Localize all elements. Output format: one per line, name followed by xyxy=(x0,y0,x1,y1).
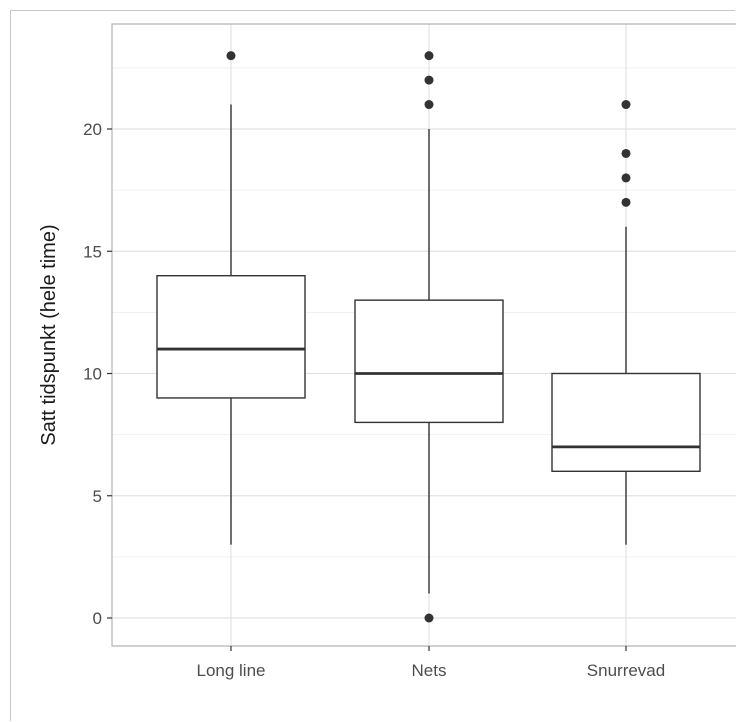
box-group xyxy=(354,51,504,623)
x-tick-label: Long line xyxy=(196,661,265,680)
outlier-point xyxy=(621,197,631,207)
x-axis: Long line Nets Snurrevad xyxy=(196,646,665,680)
y-tick-label: 15 xyxy=(83,242,102,261)
iqr-box xyxy=(156,275,306,399)
x-tick-label: Snurrevad xyxy=(587,661,665,680)
y-axis-title: Satt tidspunkt (hele time) xyxy=(38,224,60,445)
outlier-point xyxy=(621,148,631,158)
x-tick-label: Nets xyxy=(412,661,447,680)
outlier-point xyxy=(226,51,236,61)
outlier-point xyxy=(424,51,434,61)
outlier-point xyxy=(424,75,434,85)
panel-border xyxy=(111,23,736,647)
outlier-point xyxy=(424,100,434,110)
y-tick-label: 5 xyxy=(93,487,102,506)
y-axis: 0 5 10 15 20 xyxy=(83,120,112,628)
box-group xyxy=(551,100,701,545)
outlier-point xyxy=(424,613,434,623)
outlier-point xyxy=(621,173,631,183)
y-tick-label: 0 xyxy=(93,609,102,628)
iqr-box xyxy=(354,299,504,424)
y-tick-label: 10 xyxy=(83,365,102,384)
box-group xyxy=(156,51,306,545)
outlier-point xyxy=(621,100,631,110)
box-marks xyxy=(156,51,701,623)
y-tick-label: 20 xyxy=(83,120,102,139)
iqr-box xyxy=(551,372,701,473)
